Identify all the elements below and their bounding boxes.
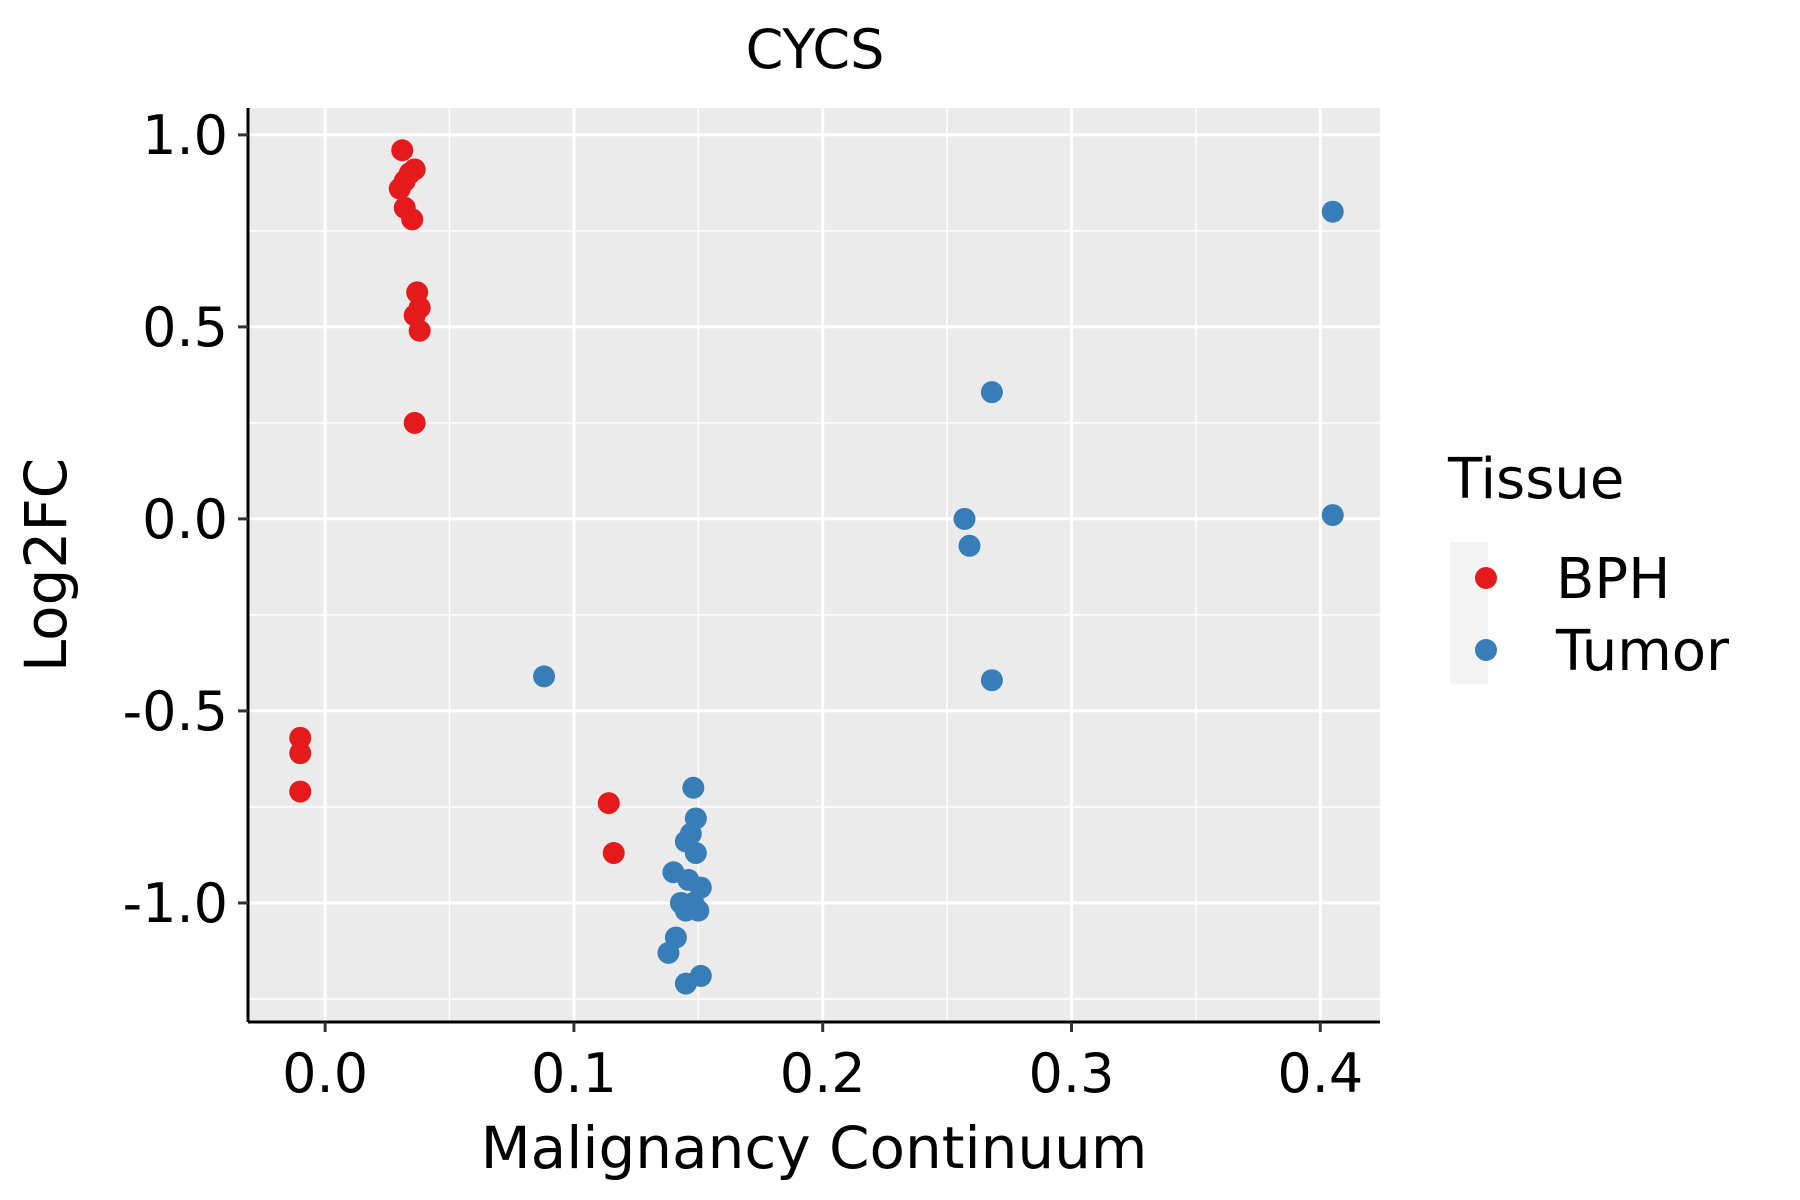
point-bph <box>408 319 431 342</box>
point-tumor <box>687 899 710 922</box>
point-bph <box>403 411 426 434</box>
legend-title: Tissue <box>1447 447 1624 512</box>
x-tick-label: 0.1 <box>531 1042 617 1105</box>
point-bph <box>388 177 411 200</box>
major-gridlines <box>248 108 1380 1022</box>
point-bph <box>602 842 625 865</box>
point-bph <box>391 139 414 162</box>
plot-panel <box>248 108 1380 1022</box>
legend-label-tumor: Tumor <box>1555 619 1730 684</box>
point-bph <box>401 208 424 231</box>
point-tumor <box>1321 504 1344 527</box>
point-tumor <box>980 381 1003 404</box>
point-bph <box>289 726 312 749</box>
point-tumor <box>958 534 981 557</box>
x-tick-label: 0.4 <box>1277 1042 1363 1105</box>
x-axis-ticks: 0.0 0.1 0.2 0.3 0.4 <box>282 1022 1363 1105</box>
point-bph <box>597 792 620 815</box>
y-axis-title: Log2FC <box>12 458 80 672</box>
data-points <box>289 139 1344 995</box>
legend-label-bph: BPH <box>1556 547 1670 612</box>
legend: Tissue BPH Tumor <box>1447 447 1730 684</box>
y-tick-label: 0.0 <box>142 488 228 551</box>
minor-gridlines <box>248 108 1380 1022</box>
x-tick-label: 0.0 <box>282 1042 368 1105</box>
y-tick-label: -0.5 <box>123 680 228 743</box>
point-tumor <box>684 842 707 865</box>
y-tick-label: 1.0 <box>142 104 228 167</box>
point-tumor <box>682 776 705 799</box>
point-tumor <box>980 669 1003 692</box>
y-tick-label: 0.5 <box>142 296 228 359</box>
legend-key-bph <box>1475 567 1497 589</box>
point-bph <box>289 742 312 765</box>
point-bph <box>289 780 312 803</box>
point-tumor <box>674 972 697 995</box>
x-tick-label: 0.2 <box>780 1042 866 1105</box>
point-tumor <box>953 507 976 530</box>
legend-key-background <box>1450 542 1488 684</box>
x-axis-title: Malignancy Continuum <box>481 1114 1148 1182</box>
chart-title: CYCS <box>746 18 885 81</box>
legend-key-tumor <box>1475 639 1497 661</box>
point-tumor <box>657 941 680 964</box>
y-axis-ticks: 1.0 0.5 0.0 -0.5 -1.0 <box>123 104 248 935</box>
y-tick-label: -1.0 <box>123 872 228 935</box>
point-tumor <box>533 665 556 688</box>
x-tick-label: 0.3 <box>1029 1042 1115 1105</box>
point-tumor <box>1321 200 1344 223</box>
